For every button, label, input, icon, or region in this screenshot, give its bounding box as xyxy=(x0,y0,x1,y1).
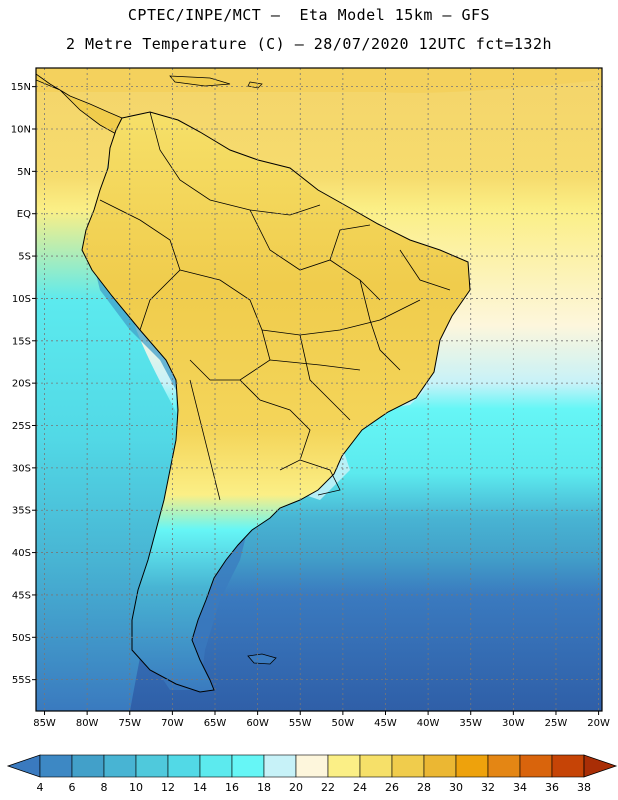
colorbar: 4 6 8 10 12 14 16 18 20 22 24 26 28 30 32 34 36 38 xyxy=(6,754,618,794)
lat-tick-label: 45S xyxy=(12,590,31,601)
colorbar-swatch xyxy=(519,754,553,778)
border-brazil-states-2 xyxy=(261,299,421,336)
border-brazil-states-7 xyxy=(399,249,451,291)
lon-tick-label: 75W xyxy=(118,718,141,729)
lon-tick-label: 55W xyxy=(289,718,312,729)
lon-tick-label: 40W xyxy=(417,718,440,729)
colorbar-label: 4 xyxy=(37,781,44,794)
colorbar-swatch xyxy=(263,754,297,778)
lon-tick-label: 60W xyxy=(246,718,269,729)
colorbar-swatch xyxy=(167,754,201,778)
colorbar-label: 20 xyxy=(289,781,303,794)
lon-tick-label: 50W xyxy=(332,718,355,729)
colorbar-swatch xyxy=(359,754,393,778)
lon-tick-label: 85W xyxy=(33,718,56,729)
colorbar-swatch xyxy=(71,754,105,778)
border-brazil-states-6 xyxy=(329,224,371,261)
colorbar-label: 36 xyxy=(545,781,559,794)
lon-tick-label: 70W xyxy=(161,718,184,729)
lon-tick-label: 35W xyxy=(459,718,482,729)
central-america-landmass xyxy=(36,73,123,136)
lat-tick-label: 55S xyxy=(12,675,31,686)
graticule xyxy=(36,68,602,711)
lat-tick-label: 50S xyxy=(12,633,31,644)
colorbar-label: 28 xyxy=(417,781,431,794)
colorbar-label: 24 xyxy=(353,781,367,794)
map-frame xyxy=(35,67,603,712)
colorbar-label: 22 xyxy=(321,781,335,794)
colorbar-arrow-high xyxy=(583,754,618,778)
colorbar-swatch xyxy=(231,754,265,778)
border-peru xyxy=(99,199,181,331)
longitude-axis: 85W 80W 75W 70W 65W 60W 55W 50W 45W 40W 35W 30W 25W 2… xyxy=(33,711,610,729)
map-title-line-2: 2 Metre Temperature (C) – 28/07/2020 12U… xyxy=(65,35,553,53)
colorbar-label: 32 xyxy=(481,781,495,794)
lat-tick-label: 5N xyxy=(17,167,31,178)
map-title-line-1: CPTEC/INPE/MCT – Eta Model 15km – GFS xyxy=(127,6,491,24)
lat-tick-label: 15N xyxy=(11,82,31,93)
colorbar-label: 34 xyxy=(513,781,527,794)
colorbar-swatch xyxy=(103,754,137,778)
colorbar-swatch xyxy=(327,754,361,778)
map-field xyxy=(36,68,602,711)
latitude-axis: 15N 10N 5N EQ 5S 10S 15S 20S 25S 30S 35S 40S 45S 50S 5… xyxy=(11,82,36,686)
colorbar-label: 12 xyxy=(161,781,175,794)
lon-tick-label: 20W xyxy=(587,718,610,729)
colorbar-label: 30 xyxy=(449,781,463,794)
colorbar-swatch xyxy=(551,754,585,778)
colorbar-arrow-low xyxy=(6,754,41,778)
lat-tick-label: 40S xyxy=(12,548,31,559)
colorbar-label: 8 xyxy=(101,781,108,794)
border-brazil-states-5 xyxy=(269,359,361,371)
colorbar-swatch xyxy=(199,754,233,778)
lat-tick-label: EQ xyxy=(17,209,31,220)
border-uruguay xyxy=(299,459,341,496)
colorbar-swatch xyxy=(39,754,73,778)
lat-tick-label: 10N xyxy=(11,124,31,135)
colorbar-label: 18 xyxy=(257,781,271,794)
colorbar-swatch xyxy=(391,754,425,778)
lon-tick-label: 45W xyxy=(374,718,397,729)
lat-tick-label: 25S xyxy=(12,421,31,432)
border-brazil-states-1 xyxy=(249,209,381,301)
colorbar-swatch xyxy=(135,754,169,778)
border-north xyxy=(149,111,321,216)
lon-tick-label: 65W xyxy=(204,718,227,729)
colorbar-label: 26 xyxy=(385,781,399,794)
colorbar-swatch xyxy=(295,754,329,778)
border-brazil-states-4 xyxy=(359,279,401,371)
colorbar-label: 10 xyxy=(129,781,143,794)
falkland-islands xyxy=(247,653,277,665)
colorbar-label: 14 xyxy=(193,781,207,794)
lat-tick-label: 35S xyxy=(12,506,31,517)
lat-tick-label: 30S xyxy=(12,463,31,474)
lat-tick-label: 10S xyxy=(12,294,31,305)
colorbar-label: 38 xyxy=(577,781,591,794)
country-borders xyxy=(99,111,451,501)
colorbar-swatch xyxy=(455,754,489,778)
lat-tick-label: 5S xyxy=(18,252,31,263)
colorbar-label: 6 xyxy=(69,781,76,794)
lat-tick-label: 15S xyxy=(12,336,31,347)
lon-tick-label: 30W xyxy=(502,718,525,729)
colorbar-swatch xyxy=(487,754,521,778)
lon-tick-label: 80W xyxy=(76,718,99,729)
colorbar-label: 16 xyxy=(225,781,239,794)
border-brazil-states-3 xyxy=(299,334,351,421)
lon-tick-label: 25W xyxy=(545,718,568,729)
colorbar-swatch xyxy=(423,754,457,778)
lat-tick-label: 20S xyxy=(12,379,31,390)
